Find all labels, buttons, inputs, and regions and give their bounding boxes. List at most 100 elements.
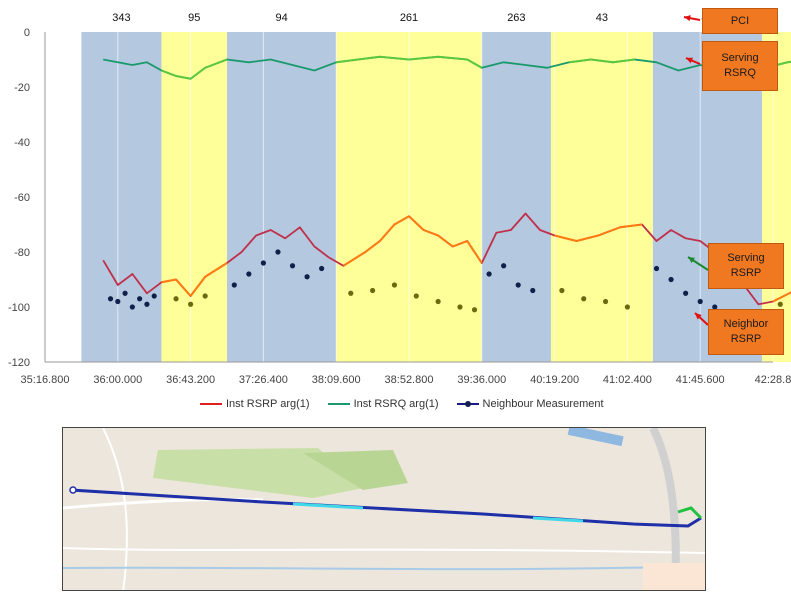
- x-tick-label-2: 36:43.200: [166, 374, 215, 386]
- rsrq-green-seg-5: [161, 69, 177, 77]
- series-2-point-15: [501, 263, 507, 269]
- pci-band-1: [161, 32, 227, 362]
- pci-label-5: 43: [596, 12, 608, 24]
- series-2-point-7: [231, 282, 237, 288]
- series-2-point-9: [260, 260, 266, 266]
- rsrq-green-seg-18: [438, 55, 468, 61]
- series-3-point-3: [348, 290, 354, 296]
- series-2-point-8: [246, 271, 252, 277]
- rsrq-green-seg-6: [175, 75, 191, 80]
- series-2-point-14: [486, 271, 492, 277]
- rsrp-orange-seg-20: [393, 215, 410, 226]
- series-2-point-3: [129, 304, 135, 310]
- rsrq-green-seg-25: [590, 58, 613, 64]
- pci-label-0: 343: [112, 12, 130, 24]
- series-2-point-0: [107, 296, 114, 302]
- series-2-point-20: [683, 290, 689, 296]
- pci-band-5: [550, 32, 653, 362]
- series-2-point-19: [668, 276, 674, 283]
- legend-item-neighbour: Neighbour Measurement: [456, 398, 604, 410]
- series-3-point-14: [777, 301, 783, 307]
- series-2-point-18: [653, 265, 660, 272]
- rsrq-green-seg-26: [612, 58, 635, 64]
- y-tick-label-5: -100: [8, 302, 30, 314]
- x-tick-label-6: 39:36.000: [457, 374, 506, 386]
- x-tick-label-1: 36:00.000: [93, 374, 142, 386]
- series-2-point-17: [530, 287, 536, 294]
- rsrp-orange-seg-7: [189, 276, 206, 297]
- rsrp-orange-seg-44: [772, 291, 791, 303]
- rsrp-orange-seg-23: [437, 234, 454, 248]
- legend: Inst RSRP arg(1) Inst RSRQ arg(1) Neighb…: [200, 398, 604, 410]
- series-3-point-10: [559, 287, 565, 294]
- callout-pci: PCI: [702, 8, 778, 34]
- rsrp-orange-seg-24: [452, 240, 468, 248]
- rsrq-green-seg-19: [466, 58, 483, 69]
- rsrp-orange-seg-19: [379, 223, 396, 242]
- rsrp-orange-seg-18: [364, 240, 381, 253]
- pci-band-0: [81, 32, 162, 362]
- series-2-point-22: [712, 304, 718, 310]
- callout-serving-rsrq: Serving RSRQ: [702, 41, 778, 91]
- callout-serving-rsrp: Serving RSRP: [708, 243, 784, 289]
- series-2-point-10: [275, 249, 281, 255]
- series-3-point-12: [602, 298, 609, 305]
- x-tick-label-3: 37:26.400: [239, 374, 288, 386]
- series-2-point-16: [515, 282, 521, 288]
- series-2-point-4: [137, 296, 143, 302]
- rsrp-orange-seg-8: [204, 262, 228, 278]
- x-tick-label-7: 40:19.200: [530, 374, 579, 386]
- rsrq-green-seg-14: [336, 58, 359, 64]
- series-3-point-5: [391, 282, 398, 288]
- series-2-point-6: [151, 293, 157, 299]
- rsrp-orange-seg-5: [161, 278, 177, 284]
- legend-item-rsrp: Inst RSRP arg(1): [200, 398, 310, 410]
- rsrq-green-seg-24: [569, 58, 592, 64]
- arrow-serving-rsrq-head: [686, 57, 693, 64]
- rsrq-green-seg-15: [357, 55, 381, 61]
- chart: 3439594261263434238638435:16.80036:00.00…: [8, 12, 791, 386]
- y-tick-label-4: -80: [14, 247, 30, 259]
- series-2-point-21: [697, 298, 703, 305]
- series-3-point-1: [188, 301, 194, 307]
- y-tick-label-2: -40: [14, 137, 30, 149]
- y-tick-label-3: -60: [14, 192, 30, 204]
- x-tick-label-8: 41:02.400: [603, 374, 652, 386]
- series-2-point-12: [304, 274, 310, 280]
- x-tick-label-0: 35:16.800: [21, 374, 70, 386]
- series-3-point-11: [581, 296, 587, 302]
- arrow-neighbor-rsrp-head: [695, 313, 702, 320]
- x-tick-label-5: 38:52.800: [385, 374, 434, 386]
- rsrp-orange-seg-22: [423, 229, 439, 237]
- pci-label-1: 95: [188, 12, 200, 24]
- callout-neighbor-rsrp: Neighbor RSRP: [708, 309, 784, 355]
- series-2-point-2: [122, 290, 128, 296]
- series-2-point-11: [289, 263, 296, 269]
- series-line-0: [102, 212, 791, 306]
- rsrp-orange-seg-34: [619, 223, 643, 229]
- rsrq-green-seg-17: [408, 55, 439, 61]
- series-3-point-8: [457, 304, 463, 310]
- pci-band-2: [227, 32, 337, 362]
- rsrp-orange-seg-25: [466, 240, 483, 264]
- y-tick-label-6: -120: [8, 357, 30, 369]
- rsrp-orange-seg-33: [597, 226, 621, 237]
- map-park-area: [153, 448, 363, 498]
- pci-label-3: 261: [400, 12, 418, 24]
- series-3-point-7: [435, 298, 441, 305]
- x-tick-label-10: 42:28.8: [755, 374, 791, 386]
- rsrq-green-seg-7: [189, 66, 206, 80]
- series-2-point-5: [144, 301, 150, 307]
- map-image: [63, 428, 705, 590]
- map-park-area-2: [303, 450, 408, 490]
- series-2-point-13: [319, 265, 325, 272]
- rsrq-green-seg-16: [379, 55, 410, 61]
- rsrp-orange-seg-32: [576, 234, 599, 242]
- route-start-icon: [69, 486, 77, 494]
- y-tick-label-1: -20: [14, 82, 30, 94]
- rsrp-orange-seg-31: [554, 234, 577, 242]
- x-tick-label-9: 41:45.600: [676, 374, 725, 386]
- series-2-point-1: [115, 298, 121, 305]
- arrow-serving-rsrp-head: [688, 257, 695, 263]
- series-3-point-2: [202, 293, 208, 299]
